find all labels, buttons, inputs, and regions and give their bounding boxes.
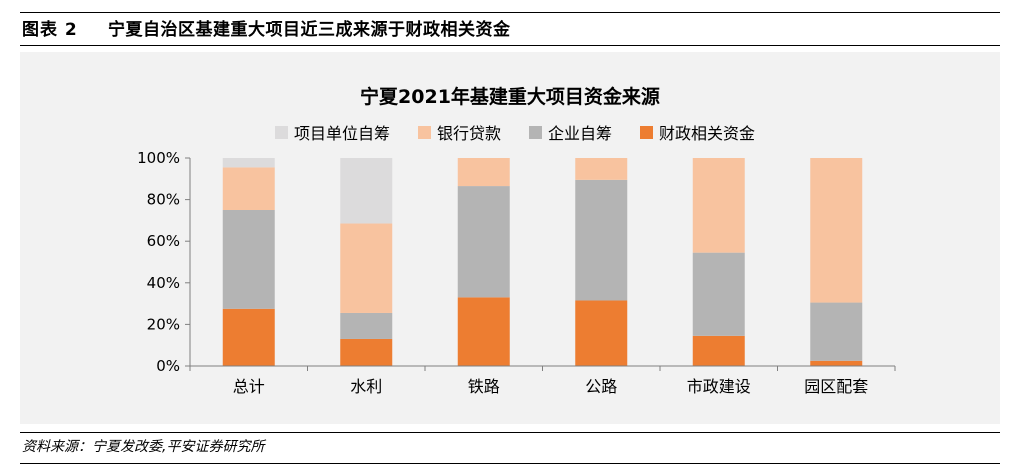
bar-segment-铁路-财政相关资金 xyxy=(457,297,510,366)
x-tick-label: 公路 xyxy=(585,377,617,396)
legend-label: 财政相关资金 xyxy=(659,124,756,143)
legend-label: 企业自筹 xyxy=(548,124,613,143)
bar-segment-公路-银行贷款 xyxy=(575,158,628,180)
bar-segment-水利-企业自筹 xyxy=(340,312,393,339)
bar-segment-铁路-企业自筹 xyxy=(457,186,510,298)
figure-title: 宁夏自治区基建重大项目近三成来源于财政相关资金 xyxy=(108,20,511,40)
bar-segment-总计-财政相关资金 xyxy=(222,308,275,366)
legend-item: 银行贷款 xyxy=(418,120,501,144)
bar-segment-市政建设-企业自筹 xyxy=(692,252,745,336)
x-tick-label: 园区配套 xyxy=(804,377,868,396)
bar-segment-总计-银行贷款 xyxy=(222,167,275,210)
x-tick-label: 总计 xyxy=(233,377,265,396)
y-tick-label: 0% xyxy=(156,357,180,375)
bar-segment-园区配套-企业自筹 xyxy=(810,302,863,361)
x-tick-label: 水利 xyxy=(350,377,382,396)
legend-swatch xyxy=(529,125,543,139)
legend-item: 项目单位自筹 xyxy=(275,120,390,144)
chart-legend: 项目单位自筹 银行贷款 企业自筹 财政相关资金 xyxy=(275,121,783,143)
legend-swatch xyxy=(640,125,654,139)
header-top-rule xyxy=(20,12,1000,13)
bar-segment-公路-财政相关资金 xyxy=(575,300,628,366)
figure-label: 图表 2 xyxy=(22,20,78,40)
legend-label: 银行贷款 xyxy=(437,124,502,143)
y-tick-label: 40% xyxy=(147,274,180,292)
x-tick-label: 市政建设 xyxy=(687,377,751,396)
legend-label: 项目单位自筹 xyxy=(294,124,391,143)
legend-item: 财政相关资金 xyxy=(640,120,755,144)
y-tick-label: 20% xyxy=(147,315,180,333)
x-tick-label: 铁路 xyxy=(468,377,500,396)
bar-segment-水利-银行贷款 xyxy=(340,223,393,313)
header-bottom-rule xyxy=(20,45,1000,46)
footer-bottom-rule xyxy=(20,463,1000,464)
legend-item: 企业自筹 xyxy=(529,120,612,144)
y-tick-label: 100% xyxy=(137,149,180,167)
y-tick-label: 60% xyxy=(147,232,180,250)
bar-segment-园区配套-银行贷款 xyxy=(810,158,863,303)
bar-segment-水利-项目单位自筹 xyxy=(340,158,393,224)
bar-segment-铁路-银行贷款 xyxy=(457,158,510,187)
bar-segment-总计-企业自筹 xyxy=(222,210,275,309)
footer-top-rule xyxy=(20,432,1000,433)
bar-segment-公路-企业自筹 xyxy=(575,179,628,301)
legend-swatch xyxy=(275,125,288,139)
bar-segment-市政建设-财政相关资金 xyxy=(692,335,745,366)
bar-segment-总计-项目单位自筹 xyxy=(222,158,275,168)
source-note: 资料来源：宁夏发改委,平安证券研究所 xyxy=(22,439,265,455)
bar-segment-园区配套-财政相关资金 xyxy=(810,360,863,366)
bar-segment-市政建设-银行贷款 xyxy=(692,158,745,253)
y-tick-label: 80% xyxy=(147,191,180,209)
chart-title: 宁夏2021年基建重大项目资金来源 xyxy=(360,86,660,108)
legend-swatch xyxy=(418,125,432,139)
bar-segment-水利-财政相关资金 xyxy=(340,338,393,366)
